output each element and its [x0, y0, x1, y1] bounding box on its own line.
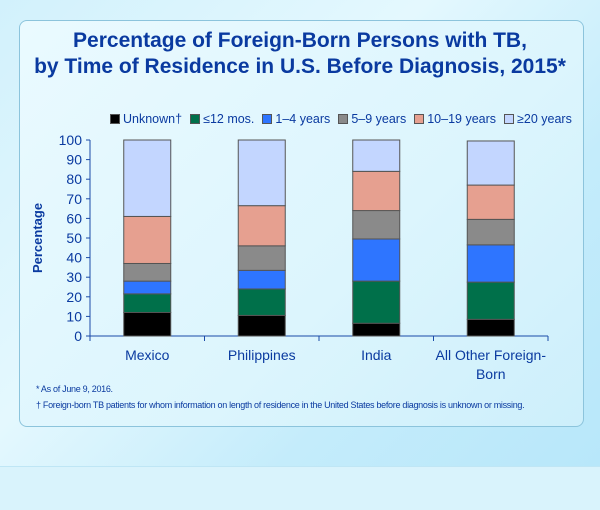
- bar-segment: [352, 238, 401, 282]
- legend-swatch: [504, 114, 515, 124]
- bar-segment: [352, 322, 401, 337]
- x-tick-label: Philippines: [227, 347, 296, 363]
- legend-item: Unknown†: [110, 112, 182, 126]
- y-tick-label: 40: [66, 250, 82, 266]
- y-tick-label: 100: [59, 132, 83, 148]
- bar-segment: [237, 314, 286, 337]
- legend-item: ≤12 mos.: [190, 112, 254, 126]
- bar-segment: [123, 215, 172, 264]
- legend-swatch: [338, 114, 349, 124]
- bar-segment: [466, 244, 515, 283]
- legend-swatch: [110, 114, 120, 124]
- legend-swatch: [414, 114, 425, 124]
- y-tick-label: 30: [66, 269, 82, 285]
- bar-segment: [123, 293, 172, 313]
- y-tick-label: 0: [74, 328, 82, 344]
- bar-segment: [237, 139, 286, 207]
- bar-segment: [237, 205, 286, 247]
- y-tick-label: 20: [66, 289, 82, 305]
- bar-segment: [123, 262, 172, 282]
- legend-label: ≤12 mos.: [203, 112, 255, 126]
- y-tick-label: 90: [66, 152, 82, 168]
- legend-item: 5–9 years: [338, 112, 406, 126]
- bar-segment: [237, 245, 286, 271]
- bar-segment: [352, 139, 401, 172]
- bar-segment: [466, 184, 515, 220]
- bar-segment: [237, 269, 286, 290]
- y-tick-label: 60: [66, 210, 82, 226]
- legend-label: ≥20 years: [517, 112, 572, 126]
- legend-label: 10–19 years: [427, 112, 497, 126]
- chart-title: Percentage of Foreign-Born Persons with …: [0, 28, 600, 80]
- bar-segment: [352, 170, 401, 212]
- legend-item: ≥20 years: [504, 112, 572, 126]
- bar-segment: [352, 210, 401, 240]
- x-tick-label: Mexico: [125, 347, 170, 363]
- bar-segment: [466, 281, 515, 320]
- y-axis-label: Percentage: [30, 203, 45, 273]
- y-tick-label: 50: [66, 230, 82, 246]
- legend-label: 1–4 years: [275, 112, 331, 126]
- legend-swatch: [262, 114, 273, 124]
- footnote-dagger: † Foreign-born TB patients for whom info…: [36, 400, 525, 410]
- y-tick-label: 80: [66, 171, 82, 187]
- bar-segment: [237, 288, 286, 316]
- bar-segment: [466, 218, 515, 246]
- x-tick-label: All Other Foreign-Born: [435, 347, 546, 382]
- bar-segment: [123, 139, 172, 217]
- bar-segment: [123, 311, 172, 337]
- legend: Unknown† ≤12 mos. 1–4 years 5–9 years 10–19 …: [110, 112, 572, 126]
- legend-label: 5–9 years: [351, 112, 407, 126]
- legend-swatch: [190, 114, 201, 124]
- bar-segment: [123, 280, 172, 295]
- bar-segment: [466, 318, 515, 337]
- legend-item: 1–4 years: [262, 112, 330, 126]
- legend-item: 10–19 years: [414, 112, 496, 126]
- y-tick-label: 70: [66, 191, 82, 207]
- legend-label: Unknown†: [123, 112, 183, 126]
- bar-segment: [466, 140, 515, 186]
- footnote-asterisk: * As of June 9, 2016.: [36, 384, 113, 394]
- title-line-1: Percentage of Foreign-Born Persons with …: [73, 29, 527, 52]
- x-tick-label: India: [361, 347, 392, 363]
- title-line-2: by Time of Residence in U.S. Before Diag…: [34, 55, 566, 78]
- y-tick-label: 10: [66, 308, 82, 324]
- bar-segment: [352, 280, 401, 324]
